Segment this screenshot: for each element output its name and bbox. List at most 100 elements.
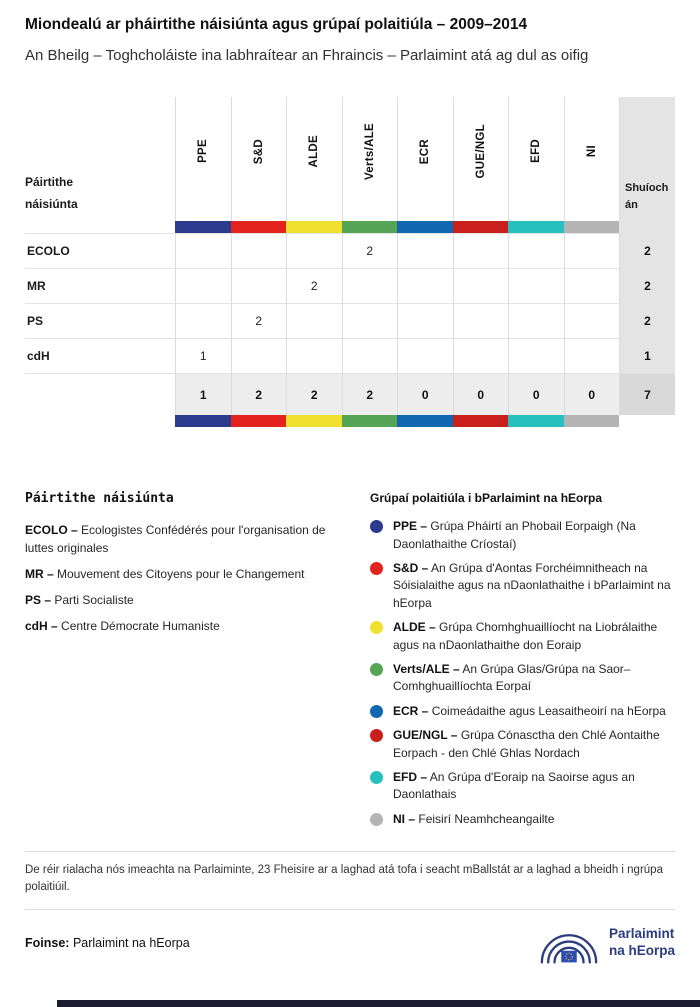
divider <box>25 851 675 853</box>
seat-cell <box>341 268 397 304</box>
spacer <box>619 415 675 428</box>
divider <box>25 908 675 910</box>
legend-item-text: EFD – An Grúpa d'Eoraip na Saoirse agus … <box>393 769 675 804</box>
group-abbr: ALDE – <box>393 620 436 635</box>
party-legend-item: cdH – Centre Démocrate Humaniste <box>25 617 348 635</box>
seat-cell <box>397 338 453 374</box>
seats-column-fill <box>619 221 675 234</box>
group-header-label: PPE <box>197 139 210 164</box>
group-header-ecr: ECR <box>397 97 453 222</box>
group-color-dot <box>370 662 383 676</box>
spacer <box>25 221 175 234</box>
group-color-bar-verts-ale <box>341 415 397 428</box>
group-header-ppe: PPE <box>175 97 231 222</box>
spacer <box>25 415 175 428</box>
group-color-dot <box>370 812 383 826</box>
seat-cell: 1 <box>175 338 231 374</box>
group-fullname: Grúpa Cónasctha den Chlé Aontaithe Eorpa… <box>393 728 660 760</box>
group-color-bar-gue-ngl <box>452 415 508 428</box>
group-header-verts-ale: Verts/ALE <box>341 97 397 222</box>
group-color-bar-sd <box>230 415 286 428</box>
legend-item-ecr: ECR – Coimeádaithe agus Leasaitheoirí na… <box>370 703 675 720</box>
column-total-alde: 2 <box>286 373 342 416</box>
group-header-label: Verts/ALE <box>363 122 376 180</box>
totals-spacer <box>25 373 175 416</box>
legend-item-ppe: PPE – Grúpa Pháirtí an Phobail Eorpaigh … <box>370 518 675 553</box>
national-parties-heading: Páirtithe náisiúnta <box>25 491 174 507</box>
legend-item-verts-ale: Verts/ALE – An Grúpa Glas/Grúpa na Saor–… <box>370 661 675 696</box>
national-parties-legend: Páirtithe náisiúnta ECOLO – Ecologistes … <box>25 491 370 835</box>
group-fullname: Coimeádaithe agus Leasaitheoirí na hEorp… <box>431 703 666 718</box>
group-fullname: Feisirí Neamhcheangailte <box>418 811 555 826</box>
seat-cell <box>286 303 342 339</box>
source-line: Foinse: Parlaimint na hEorpa <box>25 936 190 950</box>
logo-text: Parlaimint na hEorpa <box>609 926 675 960</box>
seat-cell <box>452 338 508 374</box>
legend-item-alde: ALDE – Grúpa Chomhghuaillíocht na Liobrá… <box>370 619 675 654</box>
group-fullname: An Grúpa Glas/Grúpa na Saor–Comhghuaillí… <box>393 661 631 694</box>
legend: Páirtithe náisiúnta ECOLO – Ecologistes … <box>25 491 675 835</box>
group-header-label: ECR <box>419 138 432 164</box>
group-header-label: ALDE <box>308 134 321 168</box>
group-header-ni: NI <box>563 97 619 222</box>
row-total: 2 <box>619 303 675 339</box>
legend-item-efd: EFD – An Grúpa d'Eoraip na Saoirse agus … <box>370 769 675 804</box>
group-abbr: EFD – <box>393 769 428 784</box>
group-abbr: S&D – <box>393 561 429 576</box>
group-color-bar-ppe <box>175 415 231 428</box>
seat-cell <box>175 268 231 304</box>
seat-cell: 2 <box>230 303 286 339</box>
party-legend-item: MR – Mouvement des Citoyens pour le Chan… <box>25 565 348 583</box>
column-total-ecr: 0 <box>397 373 453 416</box>
results-table: Páirtithe náisiúnta PPE S&D ALDE Verts/A… <box>25 97 675 428</box>
seat-cell: 2 <box>286 268 342 304</box>
seat-cell <box>230 233 286 269</box>
legend-item-sd: S&D – An Grúpa d'Aontas Forchéimnitheach… <box>370 560 675 612</box>
legend-item-text: PPE – Grúpa Pháirtí an Phobail Eorpaigh … <box>393 518 675 553</box>
group-color-bar-verts-ale <box>341 221 397 234</box>
party-abbr: MR – <box>25 567 54 582</box>
group-fullname: Grúpa Pháirtí an Phobail Eorpaigh (Na Da… <box>393 519 636 551</box>
group-color-bar-efd <box>508 415 564 428</box>
group-header-label: NI <box>585 145 598 158</box>
column-total-verts-ale: 2 <box>341 373 397 416</box>
table-corner-cell: Páirtithe náisiúnta <box>25 97 175 222</box>
group-header-efd: EFD <box>508 97 564 222</box>
group-color-bar-efd <box>508 221 564 234</box>
legend-item-text: Verts/ALE – An Grúpa Glas/Grúpa na Saor–… <box>393 661 675 696</box>
group-color-bar-gue-ngl <box>452 221 508 234</box>
ep-hemicycle-icon <box>540 933 598 964</box>
group-fullname: An Grúpa d'Aontas Forchéimnitheach na Só… <box>393 561 671 610</box>
legend-item-ni: NI – Feisirí Neamhcheangailte <box>370 811 675 828</box>
seat-cell <box>230 338 286 374</box>
logo-line2: na hEorpa <box>608 942 675 958</box>
column-total-efd: 0 <box>508 373 564 416</box>
source-text: Parlaimint na hEorpa <box>72 935 190 950</box>
seat-cell <box>397 233 453 269</box>
party-fullname: Mouvement des Citoyens pour le Changemen… <box>57 567 305 582</box>
group-abbr: Verts/ALE – <box>393 661 460 676</box>
party-name: cdH <box>25 338 175 374</box>
page-title: Miondealú ar pháirtithe náisiúnta agus g… <box>25 16 528 33</box>
group-fullname: An Grúpa d'Eoraip na Saoirse agus an Dao… <box>393 769 635 802</box>
row-total: 1 <box>619 338 675 374</box>
party-legend-item: PS – Parti Socialiste <box>25 591 348 609</box>
group-abbr: GUE/NGL – <box>393 728 458 743</box>
seat-cell <box>508 233 564 269</box>
party-abbr: ECOLO – <box>25 523 78 538</box>
group-color-bar-sd <box>230 221 286 234</box>
seats-column-header: Shuíochán <box>619 97 675 222</box>
bottom-strip <box>57 1000 700 1007</box>
party-legend-item: ECOLO – Ecologistes Confédérés pour l'or… <box>25 521 348 557</box>
group-color-dot <box>370 562 383 576</box>
logo-line1: Parlaimint <box>608 925 675 941</box>
group-fullname: Grúpa Chomhghuaillíocht na Liobrálaithe … <box>393 620 658 652</box>
group-header-alde: ALDE <box>286 97 342 222</box>
seat-cell <box>230 268 286 304</box>
seat-cell <box>452 303 508 339</box>
row-total: 2 <box>619 268 675 304</box>
political-groups-heading: Grúpaí polaitiúla i bParlaimint na hEorp… <box>370 491 603 506</box>
footer: Foinse: Parlaimint na hEorpa Parlaimint … <box>25 910 675 964</box>
seat-cell <box>175 233 231 269</box>
